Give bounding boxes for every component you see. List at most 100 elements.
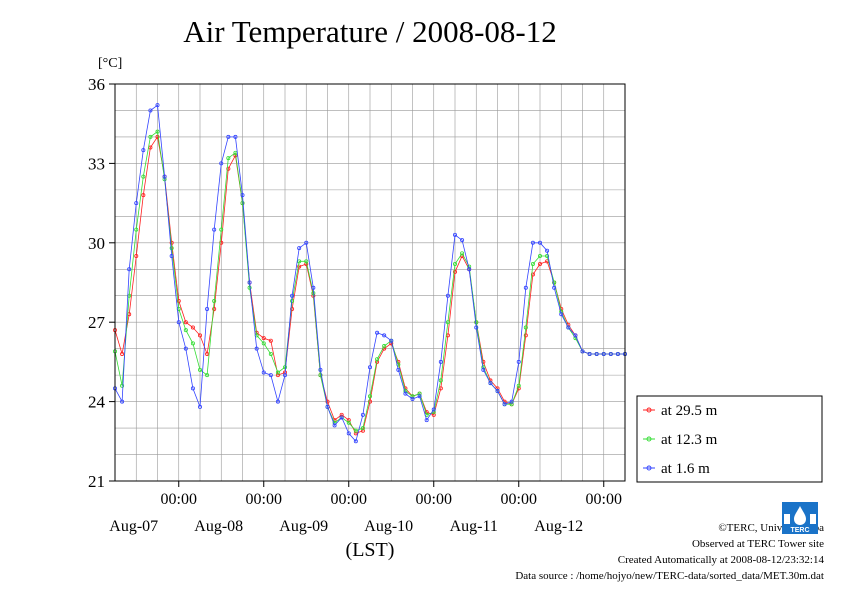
data-point xyxy=(474,325,479,330)
data-point xyxy=(233,134,238,139)
x-tick-date-label: Aug-11 xyxy=(450,518,498,535)
data-point xyxy=(297,246,302,251)
data-point xyxy=(601,351,606,356)
data-point xyxy=(538,261,543,266)
y-axis-unit: [°C] xyxy=(98,56,123,71)
data-point xyxy=(148,108,153,113)
data-point xyxy=(183,328,188,333)
data-point xyxy=(360,428,365,433)
data-point xyxy=(332,423,337,428)
data-point xyxy=(240,201,245,206)
legend: at 29.5 m at 12.3 m at 1.6 m xyxy=(636,395,823,483)
data-point xyxy=(417,394,422,399)
data-point xyxy=(134,227,139,232)
data-point xyxy=(615,351,620,356)
data-point xyxy=(275,373,280,378)
data-point xyxy=(488,381,493,386)
data-point xyxy=(467,267,472,272)
legend-label: at 29.5 m xyxy=(661,403,718,419)
series-line xyxy=(114,135,625,434)
data-point xyxy=(495,389,500,394)
data-point xyxy=(502,402,507,407)
plot-frame xyxy=(114,83,626,482)
y-tick-label: 30 xyxy=(88,234,105,253)
y-tick-label: 21 xyxy=(88,472,105,491)
data-point xyxy=(438,378,443,383)
data-point xyxy=(155,134,160,139)
data-point xyxy=(346,420,351,425)
data-point xyxy=(155,129,160,134)
data-point xyxy=(360,426,365,431)
data-point xyxy=(162,174,167,179)
data-point xyxy=(523,333,528,338)
data-point xyxy=(226,156,231,161)
data-point xyxy=(212,299,217,304)
data-point xyxy=(481,367,486,372)
data-point xyxy=(530,240,535,245)
terc-logo-icon: TERC xyxy=(782,502,818,534)
data-point xyxy=(346,418,351,423)
data-point xyxy=(311,285,316,290)
data-point xyxy=(431,407,436,412)
data-point xyxy=(190,341,195,346)
x-tick-date-label: Aug-08 xyxy=(194,518,243,535)
data-point xyxy=(134,254,139,259)
data-point xyxy=(360,412,365,417)
data-point xyxy=(375,357,380,362)
data-point xyxy=(367,399,372,404)
data-point xyxy=(545,254,550,259)
data-point xyxy=(268,351,273,356)
data-point xyxy=(318,373,323,378)
legend-marker xyxy=(646,407,652,413)
data-point xyxy=(353,439,358,444)
x-tick-time-label: 00:00 xyxy=(161,491,197,508)
data-point xyxy=(226,166,231,171)
data-point xyxy=(573,333,578,338)
y-tick-label: 36 xyxy=(88,75,105,94)
legend-marker xyxy=(646,436,652,442)
data-point xyxy=(538,240,543,245)
data-point xyxy=(367,365,372,370)
data-point xyxy=(197,367,202,372)
data-point xyxy=(346,431,351,436)
y-tick-label: 33 xyxy=(88,154,105,173)
data-point xyxy=(445,320,450,325)
data-point xyxy=(452,269,457,274)
data-point xyxy=(325,399,330,404)
data-point xyxy=(155,103,160,108)
x-tick-time-label: 00:00 xyxy=(501,491,537,508)
data-point xyxy=(545,248,550,253)
x-tick-time-label: 00:00 xyxy=(586,491,622,508)
data-point xyxy=(120,351,125,356)
data-point xyxy=(304,259,309,264)
data-point xyxy=(261,336,266,341)
legend-label: at 12.3 m xyxy=(661,432,718,448)
data-point xyxy=(141,174,146,179)
data-point xyxy=(538,254,543,259)
data-point xyxy=(460,251,465,256)
source-text: Data source : /home/hojyo/new/TERC-data/… xyxy=(515,570,824,582)
legend-label: at 1.6 m xyxy=(661,461,710,477)
data-point xyxy=(396,367,401,372)
chart-title: Air Temperature / 2008-08-12 xyxy=(183,14,557,49)
data-point xyxy=(261,341,266,346)
data-point xyxy=(197,333,202,338)
data-point xyxy=(339,412,344,417)
data-point xyxy=(254,346,259,351)
x-tick-date-label: Aug-09 xyxy=(279,518,328,535)
x-tick-time-label: 00:00 xyxy=(416,491,452,508)
data-point xyxy=(190,325,195,330)
data-point xyxy=(523,325,528,330)
data-point xyxy=(205,373,210,378)
data-point xyxy=(417,391,422,396)
x-axis-title: (LST) xyxy=(346,539,395,561)
data-point xyxy=(183,320,188,325)
data-point xyxy=(169,246,174,251)
data-point xyxy=(197,404,202,409)
data-point xyxy=(261,370,266,375)
data-point xyxy=(460,238,465,243)
x-tick-time-label: 00:00 xyxy=(246,491,282,508)
data-point xyxy=(452,261,457,266)
data-point xyxy=(247,285,252,290)
